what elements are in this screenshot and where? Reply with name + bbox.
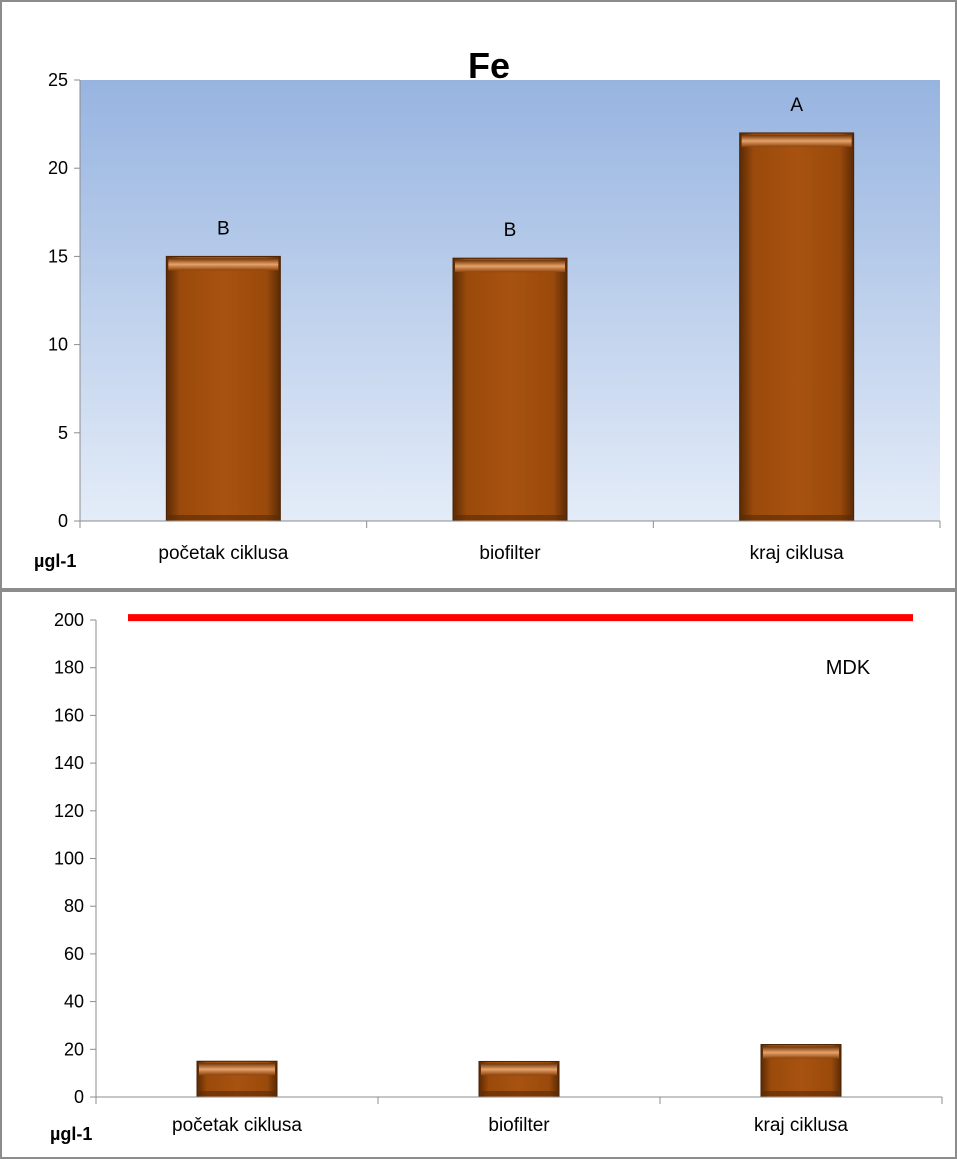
fe-mdk-bar-chart: 0 20 40 60 80 100 120 140 160 180 200 početak ciklu… <box>0 590 957 1159</box>
y-tick-label: 200 <box>54 610 84 630</box>
y-tick-label: 160 <box>54 705 84 725</box>
y-tick-label: 15 <box>48 246 68 266</box>
bar-bevel <box>168 258 279 271</box>
data-label: B <box>504 220 517 241</box>
chart-border <box>0 0 957 590</box>
bar-bevel <box>741 134 852 147</box>
bar-bevel <box>481 1063 557 1076</box>
bar-body <box>739 132 855 522</box>
fe-bar-chart: B B A 0 5 10 15 20 25 početak ciklusa biofilter kr… <box>0 0 957 590</box>
y-tick-label: 40 <box>64 992 84 1012</box>
fe-chart-panel: B B A 0 5 10 15 20 25 početak ciklusa biofilter kr… <box>0 0 957 590</box>
data-label: B <box>217 218 230 239</box>
x-tick-label: početak ciklusa <box>158 543 288 564</box>
data-label: A <box>790 95 803 116</box>
y-tick-label: 0 <box>74 1087 84 1107</box>
y-tick-label: 25 <box>48 70 68 90</box>
bar-bottom-shade <box>741 515 852 520</box>
y-tick-label: 60 <box>64 944 84 964</box>
x-tick-label: kraj ciklusa <box>750 543 844 564</box>
y-tick-label: 180 <box>54 658 84 678</box>
bar-bottom-shade <box>199 1091 275 1096</box>
y-tick-label: 80 <box>64 896 84 916</box>
unit-label: µgl-1 <box>34 551 76 571</box>
bar-3 <box>760 1044 842 1098</box>
chart-border <box>0 590 957 1159</box>
x-tick-label: biofilter <box>488 1115 550 1136</box>
y-tick-label: 100 <box>54 849 84 869</box>
y-tick-label: 140 <box>54 753 84 773</box>
bar-bottom-shade <box>763 1091 839 1096</box>
bar-1 <box>165 255 281 522</box>
mdk-label: MDK <box>826 657 871 679</box>
bar-bottom-shade <box>455 515 565 520</box>
y-tick-label: 20 <box>64 1039 84 1059</box>
bar-bevel <box>455 260 565 273</box>
x-tick-label: kraj ciklusa <box>754 1115 848 1136</box>
bar-3 <box>739 132 855 522</box>
y-tick-label: 120 <box>54 801 84 821</box>
bar-bottom-shade <box>481 1091 557 1096</box>
y-tick-label: 5 <box>58 423 68 443</box>
unit-label: µgl-1 <box>50 1124 92 1144</box>
bar-bevel <box>199 1063 275 1076</box>
bar-1 <box>196 1060 278 1098</box>
bar-body <box>452 257 568 522</box>
fe-mdk-chart-panel: 0 20 40 60 80 100 120 140 160 180 200 početak ciklu… <box>0 590 957 1159</box>
chart-title: Fe <box>468 45 510 86</box>
bar-2 <box>478 1060 560 1098</box>
bar-bottom-shade <box>168 515 279 520</box>
x-tick-label: početak ciklusa <box>172 1115 302 1136</box>
bar-2 <box>452 257 568 522</box>
x-tick-label: biofilter <box>479 543 541 564</box>
bar-bevel <box>763 1046 839 1059</box>
y-tick-label: 20 <box>48 158 68 178</box>
y-tick-label: 0 <box>58 511 68 531</box>
y-tick-label: 10 <box>48 335 68 355</box>
bar-body <box>165 255 281 522</box>
